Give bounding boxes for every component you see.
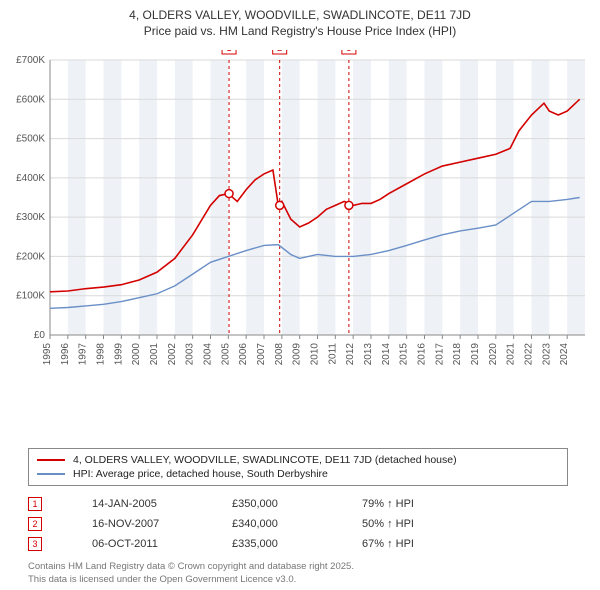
svg-text:2011: 2011 — [327, 343, 338, 365]
event-date: 06-OCT-2011 — [92, 538, 232, 550]
svg-text:2019: 2019 — [470, 343, 481, 366]
svg-text:2006: 2006 — [238, 343, 249, 366]
svg-text:2010: 2010 — [310, 343, 321, 366]
svg-text:2018: 2018 — [452, 343, 463, 366]
svg-text:£200K: £200K — [16, 251, 45, 262]
legend-label: 4, OLDERS VALLEY, WOODVILLE, SWADLINCOTE… — [73, 454, 457, 466]
events-table: 1 14-JAN-2005 £350,000 79% ↑ HPI 2 16-NO… — [28, 494, 414, 554]
event-hpi: 79% ↑ HPI — [362, 498, 414, 510]
event-hpi: 50% ↑ HPI — [362, 518, 414, 530]
event-price: £350,000 — [232, 498, 362, 510]
svg-text:£400K: £400K — [16, 173, 45, 184]
svg-text:2020: 2020 — [488, 343, 499, 366]
event-row: 2 16-NOV-2007 £340,000 50% ↑ HPI — [28, 514, 414, 534]
chart-title: 4, OLDERS VALLEY, WOODVILLE, SWADLINCOTE… — [0, 0, 600, 42]
svg-text:1995: 1995 — [42, 343, 53, 366]
event-marker-icon: 3 — [28, 537, 42, 551]
svg-text:2007: 2007 — [256, 343, 267, 366]
footer-line: This data is licensed under the Open Gov… — [28, 574, 354, 586]
svg-text:2024: 2024 — [559, 343, 570, 366]
legend-row: HPI: Average price, detached house, Sout… — [37, 467, 559, 481]
legend: 4, OLDERS VALLEY, WOODVILLE, SWADLINCOTE… — [28, 448, 568, 486]
svg-text:£500K: £500K — [16, 134, 45, 145]
svg-text:1996: 1996 — [60, 343, 71, 366]
title-line1: 4, OLDERS VALLEY, WOODVILLE, SWADLINCOTE… — [10, 8, 590, 22]
svg-text:2013: 2013 — [363, 343, 374, 366]
svg-text:2016: 2016 — [417, 343, 428, 366]
svg-text:2009: 2009 — [292, 343, 303, 366]
svg-text:3: 3 — [346, 50, 351, 53]
svg-text:2021: 2021 — [506, 343, 517, 366]
svg-text:2014: 2014 — [381, 343, 392, 366]
svg-text:2004: 2004 — [203, 343, 214, 366]
event-price: £340,000 — [232, 518, 362, 530]
event-date: 16-NOV-2007 — [92, 518, 232, 530]
svg-text:£300K: £300K — [16, 212, 45, 223]
svg-text:1998: 1998 — [96, 343, 107, 366]
line-chart: £0 £100K £200K £300K £400K £500K £600K £700K 199… — [10, 50, 590, 390]
svg-text:2012: 2012 — [345, 343, 356, 366]
svg-text:£600K: £600K — [16, 94, 45, 105]
svg-text:2015: 2015 — [399, 343, 410, 366]
svg-text:1: 1 — [227, 50, 232, 53]
legend-label: HPI: Average price, detached house, Sout… — [73, 468, 328, 480]
svg-text:£700K: £700K — [16, 55, 45, 66]
svg-text:2000: 2000 — [131, 343, 142, 366]
svg-text:2023: 2023 — [541, 343, 552, 366]
event-price: £335,000 — [232, 538, 362, 550]
legend-row: 4, OLDERS VALLEY, WOODVILLE, SWADLINCOTE… — [37, 453, 559, 467]
svg-text:£0: £0 — [34, 330, 46, 341]
svg-text:£100K: £100K — [16, 291, 45, 302]
legend-swatch — [37, 459, 65, 461]
svg-text:2001: 2001 — [149, 343, 160, 366]
svg-text:2005: 2005 — [220, 343, 231, 366]
svg-text:2017: 2017 — [434, 343, 445, 366]
event-hpi: 67% ↑ HPI — [362, 538, 414, 550]
event-marker-icon: 2 — [28, 517, 42, 531]
legend-swatch — [37, 473, 65, 475]
svg-text:2: 2 — [277, 50, 282, 53]
svg-text:1999: 1999 — [113, 343, 124, 366]
svg-text:2008: 2008 — [274, 343, 285, 366]
svg-text:1997: 1997 — [78, 343, 89, 366]
event-marker-icon: 1 — [28, 497, 42, 511]
event-row: 3 06-OCT-2011 £335,000 67% ↑ HPI — [28, 534, 414, 554]
svg-text:2002: 2002 — [167, 343, 178, 366]
footer-attribution: Contains HM Land Registry data © Crown c… — [28, 561, 354, 586]
event-row: 1 14-JAN-2005 £350,000 79% ↑ HPI — [28, 494, 414, 514]
title-line2: Price paid vs. HM Land Registry's House … — [10, 24, 590, 38]
event-date: 14-JAN-2005 — [92, 498, 232, 510]
svg-text:2003: 2003 — [185, 343, 196, 366]
footer-line: Contains HM Land Registry data © Crown c… — [28, 561, 354, 573]
svg-text:2022: 2022 — [524, 343, 535, 366]
